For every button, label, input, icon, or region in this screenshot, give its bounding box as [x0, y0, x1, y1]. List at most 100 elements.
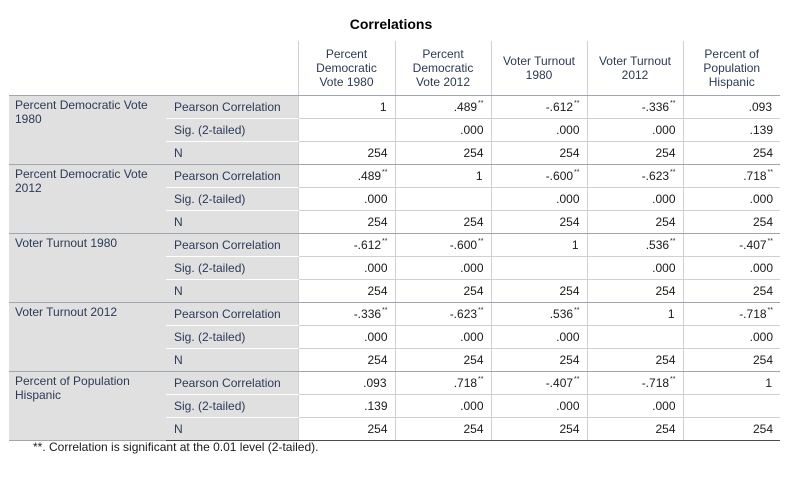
value-cell: -.612** — [490, 95, 587, 119]
value-cell: .000 — [394, 394, 491, 418]
value-cell: -.336** — [297, 302, 395, 326]
value-cell: .718** — [394, 371, 491, 395]
value-cell — [297, 118, 395, 142]
value-cell — [586, 325, 683, 349]
table-row: N 254 254 254 254 254 — [9, 210, 780, 234]
row-variable-label: Percent of Population Hispanic — [9, 371, 166, 441]
correlation-value: -.623 — [641, 169, 670, 183]
stat-label: Sig. (2-tailed) — [166, 256, 298, 280]
row-variable-label: Percent Democratic Vote 1980 — [9, 95, 166, 165]
value-cell: 254 — [297, 279, 395, 303]
table-row: Sig. (2-tailed) .139.000.000.000 — [9, 394, 780, 418]
correlation-value: .093 — [363, 376, 387, 390]
table-row: Percent Democratic Vote 1980 Pearson Corr… — [9, 95, 780, 165]
value-cell: 254 — [297, 210, 395, 234]
value-cell: 254 — [586, 210, 683, 234]
value-cell: 254 — [682, 348, 780, 372]
value-cell: 254 — [394, 348, 491, 372]
value-cell: 254 — [586, 279, 683, 303]
column-header: Percent Democratic Vote 1980 — [297, 41, 395, 96]
value-cell: .000 — [297, 187, 395, 211]
significance-marker: ** — [478, 376, 484, 383]
significance-marker: ** — [382, 169, 388, 176]
value-cell: -.336** — [586, 95, 683, 119]
correlation-value: -.718 — [641, 376, 670, 390]
significance-marker: ** — [767, 238, 773, 245]
table-row: Sig. (2-tailed) .000.000.000.000 — [9, 256, 780, 280]
value-cell: .139 — [682, 118, 780, 142]
significance-marker: ** — [670, 376, 676, 383]
correlation-value: .093 — [748, 100, 772, 114]
value-cell: .489** — [394, 95, 491, 119]
correlation-value: .718 — [453, 376, 478, 390]
significance-marker: ** — [574, 376, 580, 383]
value-cell: .000 — [682, 325, 780, 349]
correlation-value: 1 — [475, 169, 483, 183]
stat-label: Pearson Correlation — [166, 95, 298, 119]
value-cell: .000 — [682, 256, 780, 280]
stat-label: N — [166, 348, 298, 372]
value-cell: -.623** — [586, 164, 683, 188]
correlation-value: 1 — [571, 238, 579, 252]
correlation-value: .489 — [453, 100, 478, 114]
significance-marker: ** — [382, 238, 388, 245]
stat-label: N — [166, 279, 298, 303]
correlation-value: .536 — [549, 307, 574, 321]
value-cell: 254 — [490, 210, 587, 234]
column-header: Voter Turnout 2012 — [586, 41, 683, 96]
value-cell: .489** — [297, 164, 395, 188]
table-row: Sig. (2-tailed) .000.000.000.139 — [9, 118, 780, 142]
value-cell — [394, 187, 491, 211]
stat-label: N — [166, 210, 298, 234]
value-cell — [682, 394, 780, 418]
value-cell: .139 — [297, 394, 395, 418]
correlations-table: Percent Democratic Vote 1980 Percent Democr… — [9, 41, 780, 441]
significance-marker: ** — [382, 307, 388, 314]
significance-marker: ** — [574, 169, 580, 176]
table-row: Sig. (2-tailed) .000.000.000.000 — [9, 187, 780, 211]
value-cell: 254 — [490, 348, 587, 372]
significance-marker: ** — [670, 100, 676, 107]
correlation-value: .718 — [743, 169, 767, 183]
value-cell: .000 — [586, 256, 683, 280]
value-cell: 254 — [682, 210, 780, 234]
header-row: Percent Democratic Vote 1980 Percent Democr… — [9, 41, 780, 96]
stat-label: Sig. (2-tailed) — [166, 187, 298, 211]
table-row: Percent Democratic Vote 2012 Pearson Corr… — [9, 164, 780, 234]
significance-marker: ** — [478, 307, 484, 314]
correlation-value: -.336 — [641, 100, 670, 114]
table-row: N 254 254 254 254 254 — [9, 279, 780, 303]
header-blank — [9, 41, 166, 96]
value-cell: -.612** — [297, 233, 395, 257]
value-cell: 254 — [586, 417, 683, 441]
value-cell: 254 — [394, 279, 491, 303]
table-row: N 254 254 254 254 254 — [9, 417, 780, 441]
value-cell: 254 — [394, 210, 491, 234]
value-cell: 254 — [682, 279, 780, 303]
correlation-value: -.612 — [545, 100, 574, 114]
value-cell: .000 — [394, 256, 491, 280]
correlation-value: -.623 — [449, 307, 478, 321]
value-cell: 254 — [586, 141, 683, 165]
value-cell: .000 — [490, 187, 587, 211]
correlation-value: 1 — [765, 376, 772, 390]
value-cell: .093 — [682, 95, 780, 119]
value-cell: .000 — [586, 118, 683, 142]
significance-marker: ** — [574, 100, 580, 107]
value-cell: -.600** — [490, 164, 587, 188]
stat-label: Pearson Correlation — [166, 233, 298, 257]
value-cell: .000 — [394, 118, 491, 142]
value-cell: 254 — [297, 417, 395, 441]
correlation-value: -.718 — [739, 307, 767, 321]
table-row: Sig. (2-tailed) .000.000.000.000 — [9, 325, 780, 349]
correlation-value: -.407 — [739, 238, 767, 252]
correlation-value: -.612 — [353, 238, 382, 252]
row-variable-label: Percent Democratic Vote 2012 — [9, 164, 166, 234]
table-row: N 254 254 254 254 254 — [9, 348, 780, 372]
value-cell: 254 — [586, 348, 683, 372]
significance-marker: ** — [670, 169, 676, 176]
stat-label: Sig. (2-tailed) — [166, 394, 298, 418]
footnote: **. Correlation is significant at the 0.… — [33, 440, 319, 454]
value-cell: 254 — [394, 417, 491, 441]
value-cell: 1 — [297, 95, 395, 119]
